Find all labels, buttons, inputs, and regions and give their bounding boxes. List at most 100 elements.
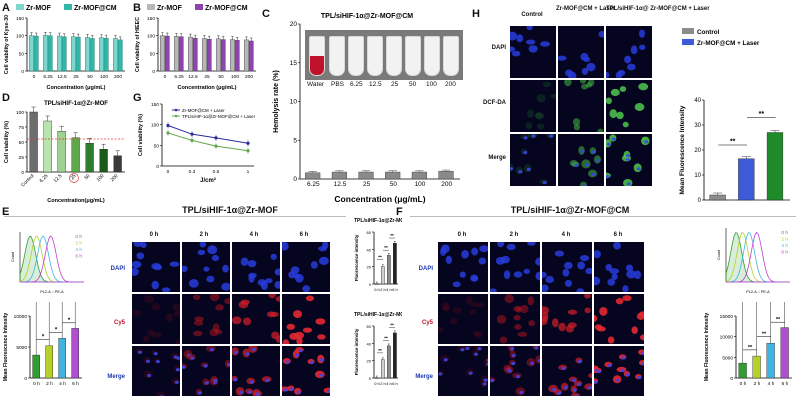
highlight-circle [69,173,79,183]
cell [579,254,590,262]
nucleus [197,391,202,395]
cell [526,26,533,31]
microscopy-cells [510,26,550,57]
chart-title: TPL/siHIF-1α@Zr-MOF [44,101,108,107]
nucleus [146,359,151,363]
significance-marker: * [42,335,45,341]
y-axis-label: Mean Fluorescence Intensity [679,105,686,194]
nucleus [295,353,300,357]
cell [576,288,585,292]
y-tick-label: 0 [369,282,372,287]
cell [210,294,220,302]
cell [169,261,180,267]
cell [510,46,516,52]
photo-label: 25 [391,81,399,88]
y-tick-label: 50 [150,51,156,57]
y-axis-label: Fluorescence intensity [354,328,359,375]
cell [152,264,163,271]
cell [470,302,479,308]
x-tick-label: 6 h [392,287,398,292]
cell [274,268,280,276]
microscopy-cells [606,29,646,78]
cell [305,295,315,302]
cell [542,81,552,88]
cell [472,330,480,337]
legend-marker [174,114,178,118]
y-tick-label: 0 [21,69,24,75]
cell [497,242,505,248]
nucleus [530,361,535,365]
nucleus [590,375,592,379]
h-col-zr-mof-cm-laser: Zr-MOF@CM + Laser [556,6,616,12]
bar [99,149,108,173]
bar [192,37,198,72]
bar [244,39,249,72]
e-col-0h: 0 h [149,232,159,238]
f-row-merge: Merge [415,374,433,380]
bar [381,359,385,379]
cell [282,339,290,344]
bar [206,39,212,72]
cell [634,103,645,111]
microscopy-cells [496,294,536,344]
y-tick-label: 40 [367,247,372,252]
bar [766,343,775,379]
cell [567,309,578,315]
legend-swatch [64,4,72,10]
cell [192,330,203,337]
x-tick-label: 2 h [754,381,761,387]
nucleus [239,390,244,394]
cell [289,332,299,340]
x-tick-label: 100 [415,181,426,188]
bar [57,131,66,173]
cell [459,271,466,278]
x-tick-label: 25 [73,74,79,80]
cell [568,71,577,78]
nucleus [531,134,536,138]
panel-label-c: C [262,8,270,20]
bar [438,171,454,180]
cell [615,297,624,305]
y-tick-label: 10000 [14,314,28,320]
bar [113,38,118,72]
x-tick-label: 50 [390,181,398,188]
x-tick-label: 12.5 [188,74,198,80]
nucleus [251,347,256,352]
cell [445,255,453,264]
bar [738,362,747,379]
cell [638,29,646,38]
nucleus [542,181,547,185]
cell [594,324,603,330]
nucleus [486,362,488,366]
nucleus [213,378,218,383]
chart-g-laser-viability: 0 50 100 150 0 0.3 0.6 1 Zr-MOF@CM + LaserTPL/si… [138,102,256,184]
microscopy-cells [542,294,591,333]
cell [542,271,547,278]
nucleus [523,151,528,155]
significance-marker: ** [378,348,382,353]
cell [520,304,529,314]
y-axis-label: Mean Fluorescence Intensity [3,313,9,382]
cell [495,257,505,265]
nucleus [552,387,557,392]
cell [293,273,300,279]
bar [85,143,94,173]
cell [132,309,142,316]
cell [528,320,536,327]
legend-marker [174,108,178,112]
histogram-curve [726,231,790,283]
significance-marker: ** [730,139,736,146]
y-axis-label: Mean Fluorescence Intensity [704,313,710,382]
vial-4 [405,36,421,76]
microscopy-cells [232,294,280,343]
cell [469,308,476,316]
nucleus [175,368,180,372]
cell [606,71,610,78]
nucleus [159,395,164,396]
cell [441,302,449,311]
nucleus [572,388,577,392]
microscopy-cells [132,242,180,292]
cell [193,319,204,326]
cell [232,316,242,325]
